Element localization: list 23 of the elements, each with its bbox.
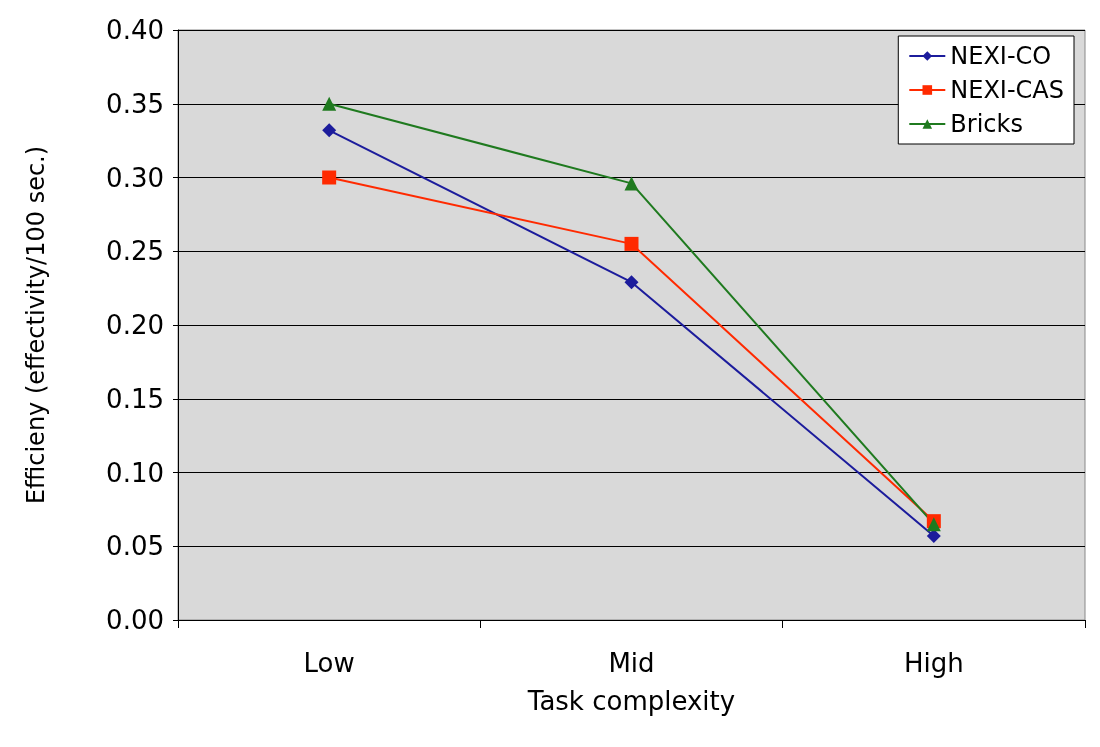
y-tick-label: 0.10 (106, 457, 164, 488)
y-tick-label: 0.20 (106, 310, 164, 340)
point (624, 236, 639, 251)
y-tick-label: 0.15 (106, 383, 164, 414)
y-tick-label: 0.35 (106, 88, 164, 119)
legend-label: NEXI-CO (950, 42, 1052, 70)
x-tick-label: Low (303, 648, 355, 678)
point (624, 275, 639, 290)
x-axis-title: Task complexity (526, 686, 736, 716)
x-tick-label: Mid (608, 648, 655, 678)
y-tick-label: 0.05 (106, 531, 164, 562)
legend-label: NEXI-CAS (950, 76, 1065, 104)
y-tick-label: 0.30 (106, 162, 164, 193)
y-tick-label: 0.25 (106, 236, 164, 267)
point (624, 176, 639, 191)
y-axis-title: Efficieny (effectivity/100 sec.) (22, 145, 50, 505)
point (322, 170, 337, 185)
legend-label: Bricks (950, 110, 1023, 138)
y-tick-label: 0.40 (106, 15, 164, 45)
point (322, 96, 337, 111)
point (322, 123, 337, 138)
y-tick-label: 0.00 (106, 605, 164, 635)
x-tick-label: High (903, 648, 964, 678)
